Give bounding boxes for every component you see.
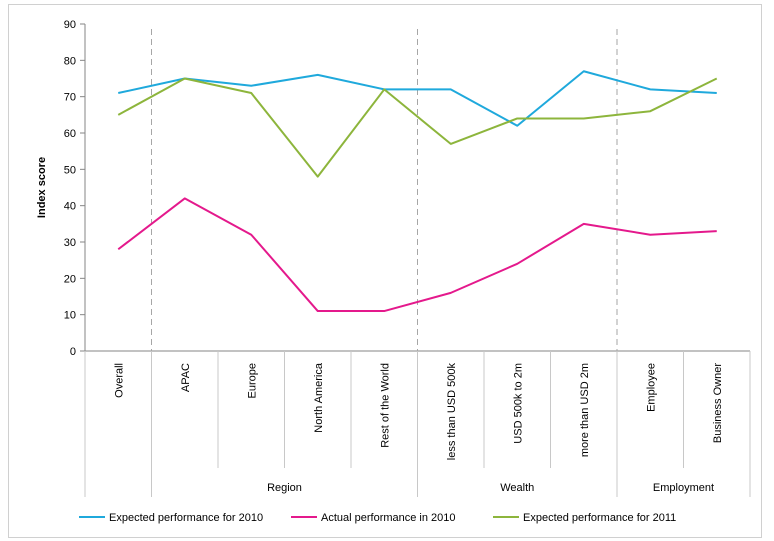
data-point [516, 117, 518, 119]
data-point [583, 117, 585, 119]
x-category-label: North America [313, 362, 325, 433]
x-category-label: USD 500k to 2m [512, 363, 524, 444]
x-category-label: Rest of the World [379, 363, 391, 448]
data-point [583, 223, 585, 225]
y-axis: 0 10 20 30 40 50 60 70 80 90 [64, 19, 86, 358]
data-point [516, 263, 518, 265]
x-category-label: Employee [645, 363, 657, 412]
data-point [117, 92, 119, 94]
y-axis-title: Index score [36, 157, 48, 218]
line-chart: 0 10 20 30 40 50 60 70 80 90 Overall APAC Europe Nor… [36, 19, 751, 524]
series-line-3 [117, 77, 718, 178]
data-point [250, 92, 252, 94]
series-lines [117, 70, 718, 313]
y-tick-label: 80 [64, 55, 76, 67]
data-point [649, 88, 651, 90]
data-point [716, 78, 718, 80]
group-separators [151, 29, 618, 351]
data-point [716, 230, 718, 232]
data-point [117, 114, 119, 116]
legend-label: Actual performance in 2010 [321, 512, 456, 524]
data-point [383, 310, 385, 312]
y-tick-label: 0 [70, 346, 76, 358]
y-tick-label: 90 [64, 19, 76, 31]
data-point [317, 310, 319, 312]
x-category-label: Overall [113, 363, 125, 398]
data-point [383, 88, 385, 90]
legend: Expected performance for 2010 Actual perf… [79, 512, 676, 524]
legend-label: Expected performance for 2010 [109, 512, 263, 524]
legend-label: Expected performance for 2011 [523, 512, 676, 524]
x-group-label: Region [267, 482, 302, 494]
data-point [250, 234, 252, 236]
y-tick-label: 60 [64, 128, 76, 140]
data-point [450, 88, 452, 90]
data-point [117, 248, 119, 250]
x-category-label: less than USD 500k [446, 363, 458, 461]
x-group-label: Employment [653, 482, 714, 494]
y-tick-label: 40 [64, 201, 76, 213]
data-point [516, 125, 518, 127]
x-category-label: Europe [246, 363, 258, 398]
series-line-1 [118, 70, 717, 127]
data-point [184, 78, 186, 80]
chart-container: 0 10 20 30 40 50 60 70 80 90 Overall APAC Europe Nor… [8, 4, 762, 538]
data-point [317, 74, 319, 76]
x-category-label: more than USD 2m [579, 363, 591, 457]
y-tick-label: 10 [64, 310, 76, 322]
data-point [317, 176, 319, 178]
series-line-2 [117, 197, 717, 313]
y-tick-label: 30 [64, 237, 76, 249]
y-tick-label: 50 [64, 164, 76, 176]
x-category-label: Business Owner [712, 363, 724, 443]
data-point [716, 92, 718, 94]
y-tick-label: 70 [64, 92, 76, 104]
data-point [583, 70, 585, 72]
data-point [649, 110, 651, 112]
y-tick-label: 20 [64, 273, 76, 285]
x-category-label: APAC [180, 363, 192, 392]
data-point [184, 197, 186, 199]
data-point [450, 143, 452, 145]
data-point [649, 234, 651, 236]
data-point [450, 292, 452, 294]
x-group-label: Wealth [500, 482, 534, 494]
x-axis: Overall APAC Europe North America Rest of th… [84, 350, 751, 497]
data-point [250, 85, 252, 87]
